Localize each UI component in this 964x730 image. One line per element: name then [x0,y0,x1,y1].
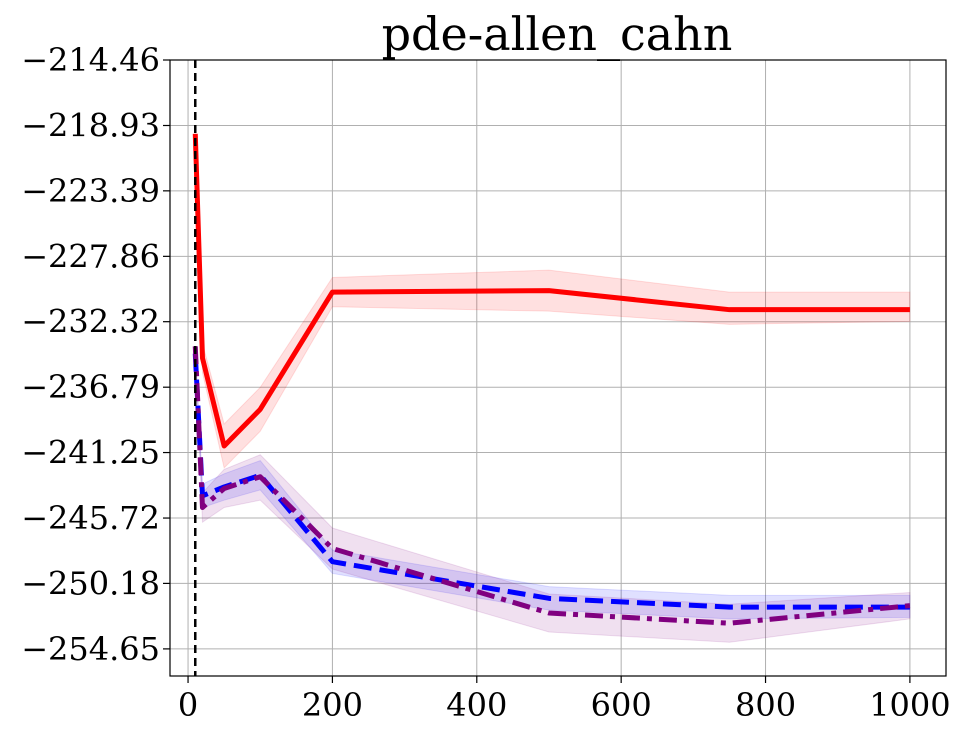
x-tick-label: 0 [178,686,198,724]
y-tick-label: −250.18 [21,564,160,602]
x-axis-ticks: 0 200 400 600 800 1000 [178,676,951,724]
x-tick-label: 1000 [869,686,950,724]
series-1-line [192,353,910,610]
y-tick-label: −218.93 [21,106,160,144]
grid-lines [170,59,946,676]
y-tick-label: −227.86 [21,237,160,275]
y-tick-label: −241.25 [21,434,160,472]
x-tick-label: 400 [446,686,507,724]
chart-title: pde-allen_cahn [382,7,733,61]
y-tick-label: −254.65 [21,630,160,668]
series-1-band [194,353,911,620]
x-tick-label: 200 [302,686,363,724]
series-lines [192,133,911,626]
y-tick-label: −232.32 [21,303,160,341]
y-tick-label: −236.79 [21,368,160,406]
plot-frame [169,59,947,677]
y-axis-ticks: −214.46 −218.93 −223.39 −227.86 −232.32 −236.… [21,41,170,668]
series-0-band [194,133,911,469]
x-tick-label: 800 [735,686,796,724]
x-tick-label: 600 [591,686,652,724]
series-2-line [192,346,911,626]
y-tick-label: −223.39 [21,172,160,210]
confidence-bands [194,133,911,643]
y-tick-label: −245.72 [21,499,160,537]
series-0-line [192,133,910,449]
y-tick-label: −214.46 [21,41,160,79]
